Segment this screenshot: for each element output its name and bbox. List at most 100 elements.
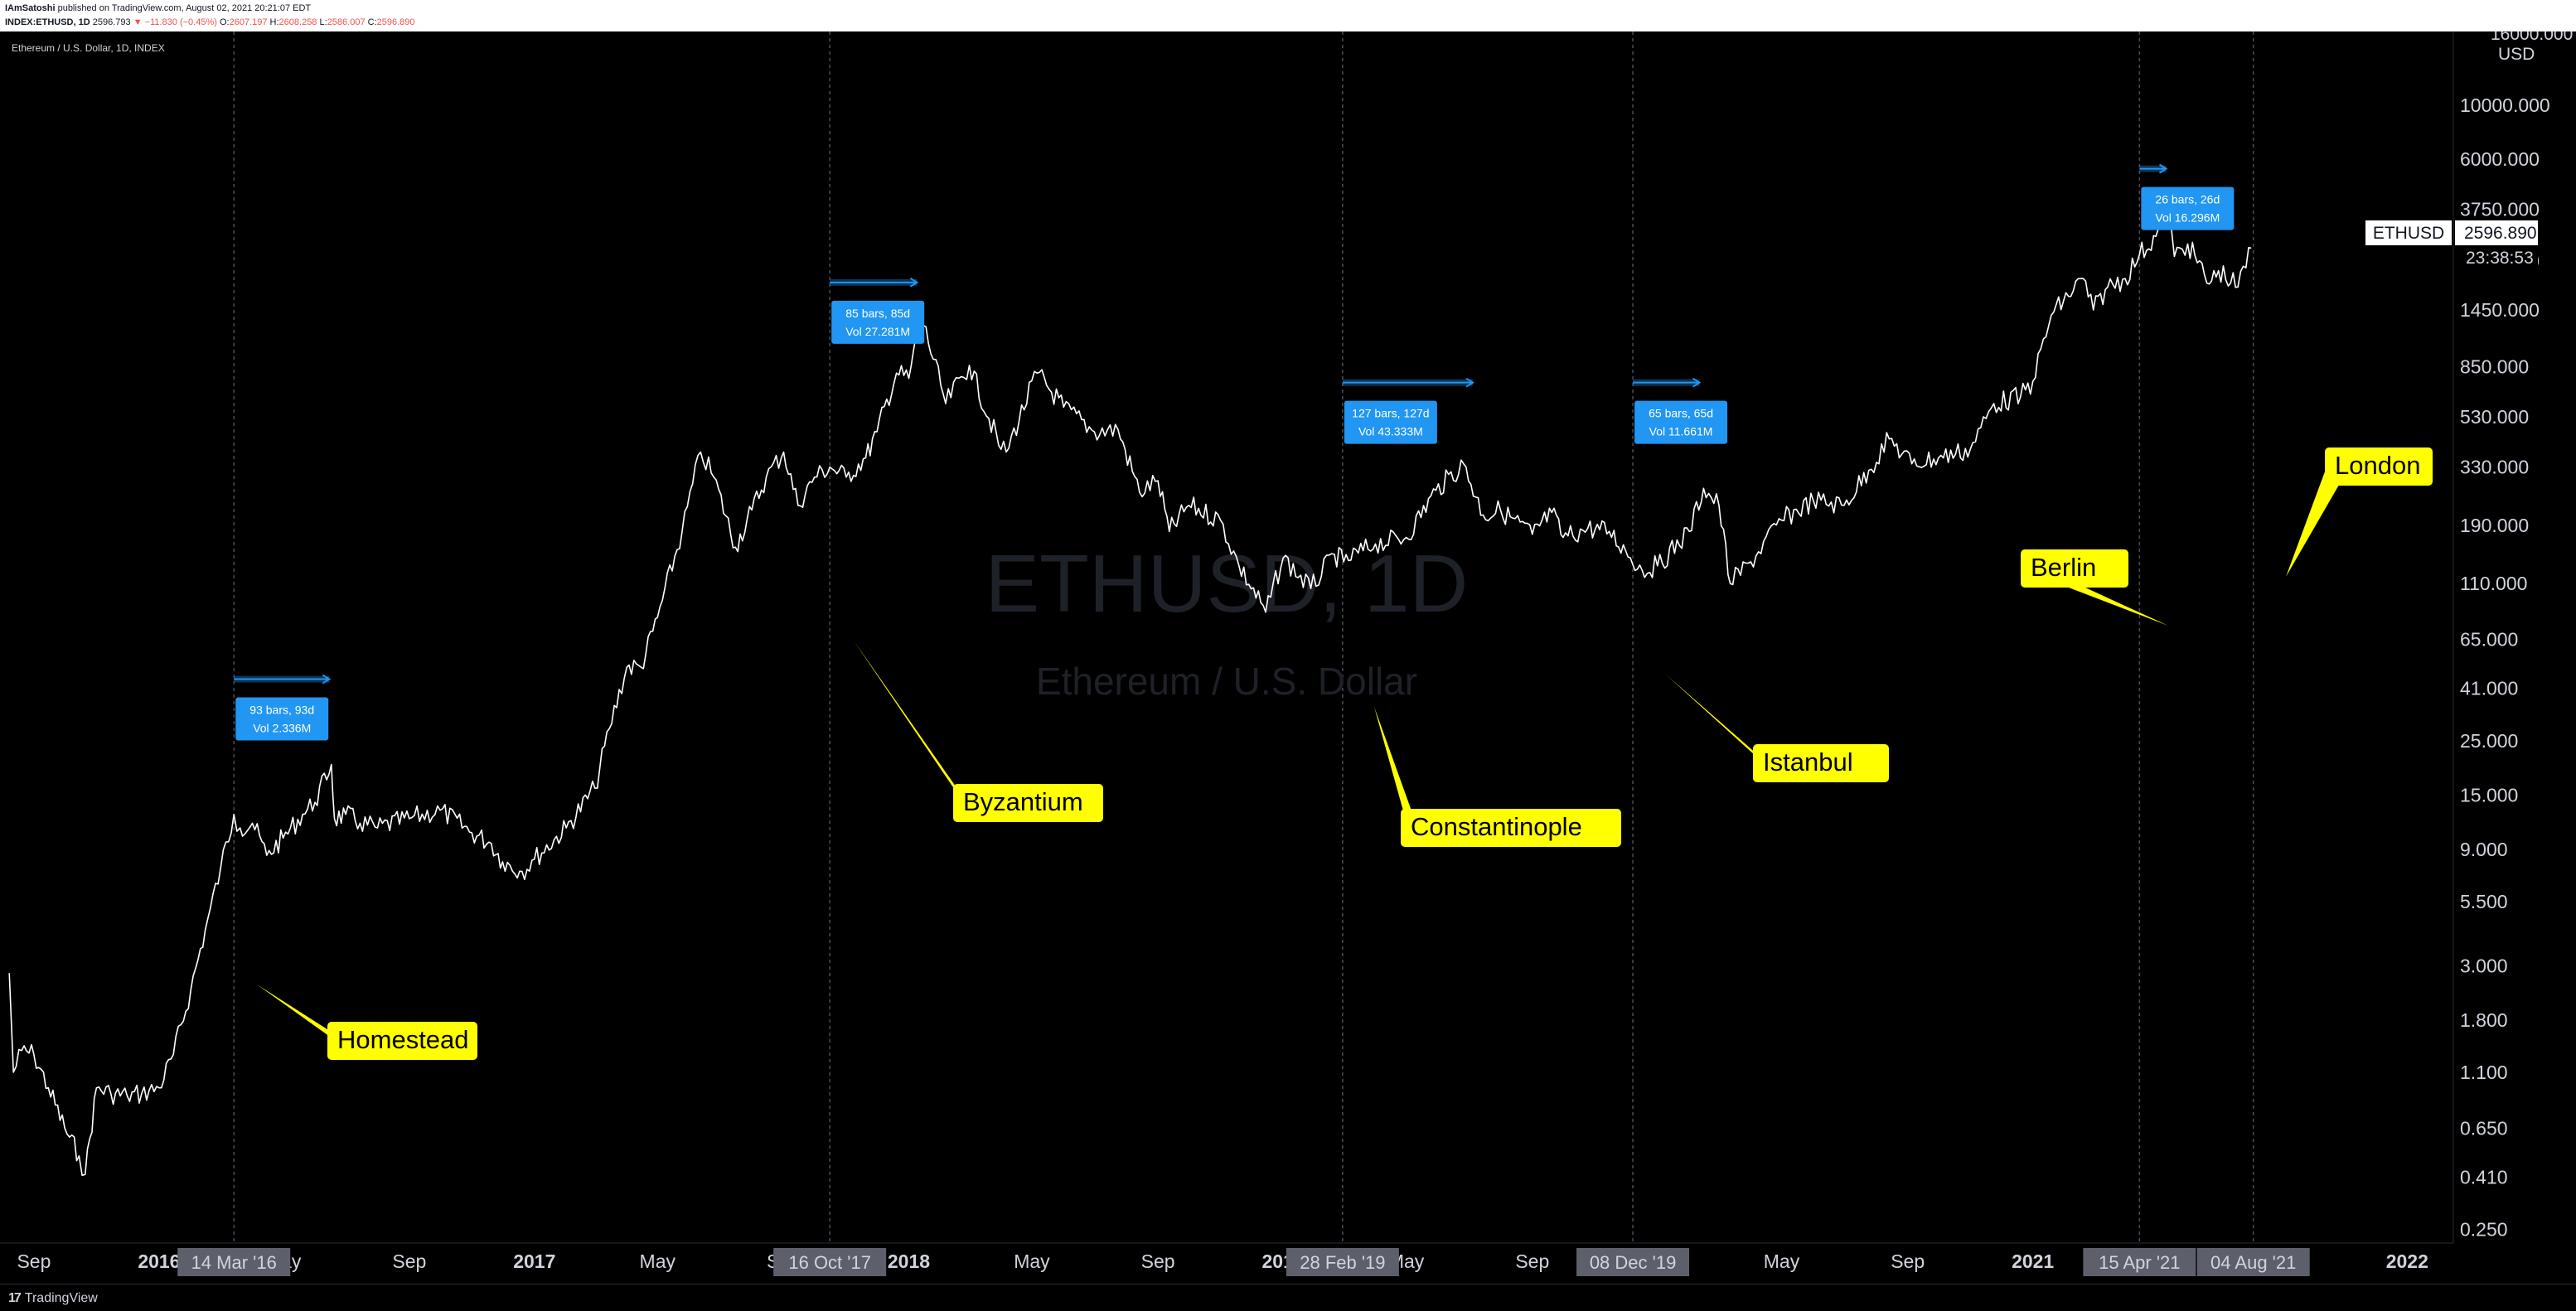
watermark-symbol: ETHUSD, 1D xyxy=(985,538,1469,629)
y-tick-label: 530.000 xyxy=(2460,406,2529,428)
measure-arrowhead-icon xyxy=(1465,377,1474,388)
x-tick-label: May xyxy=(1764,1251,1800,1272)
callout-box xyxy=(953,784,1103,822)
callout-label: Istanbul xyxy=(1763,747,1853,776)
measure-bars-label: 93 bars, 93d xyxy=(249,704,314,717)
price-chart[interactable]: ETHUSD, 1D Ethereum / U.S. Dollar Ethere… xyxy=(0,31,2576,1284)
watermark: ETHUSD, 1D Ethereum / U.S. Dollar xyxy=(985,538,1469,703)
fork-date-box xyxy=(773,1248,887,1276)
publish-info: IAmSatoshi published on TradingView.com,… xyxy=(5,3,311,13)
callout-pointer xyxy=(1374,707,1421,836)
measure-volume-label: Vol 11.661M xyxy=(1649,425,1713,438)
callout[interactable]: Berlin xyxy=(2021,549,2168,626)
y-tick-label: 1450.000 xyxy=(2460,299,2540,321)
callout-pointer xyxy=(2286,458,2345,577)
y-axis-unit: USD xyxy=(2498,45,2535,64)
measure-box xyxy=(1634,400,1728,444)
fork-date-label: 04 Aug '21 xyxy=(2196,1248,2310,1276)
callout[interactable]: London xyxy=(2286,447,2433,577)
fork-date-label: 14 Mar '16 xyxy=(177,1248,291,1276)
x-tick-label: 2021 xyxy=(2012,1251,2054,1272)
x-tick-label: Sep xyxy=(17,1251,51,1272)
fork-date-label: 15 Apr '21 xyxy=(2083,1248,2196,1276)
callout-pointer xyxy=(257,984,347,1049)
fork-date-text: 04 Aug '21 xyxy=(2210,1252,2296,1273)
measure-volume-label: Vol 2.336M xyxy=(253,722,311,735)
x-axis[interactable]: Sep2016MaySep2017MaySep2018MaySep2019May… xyxy=(0,1242,2453,1276)
fork-date-box xyxy=(2196,1248,2310,1276)
measure-tools[interactable]: 93 bars, 93d Vol 2.336M 85 bars, 85d Vol 27… xyxy=(234,163,2235,741)
callout-label: Byzantium xyxy=(963,787,1083,816)
callout[interactable]: Byzantium xyxy=(854,641,1103,822)
open-value: 2607.197 xyxy=(229,17,268,27)
price-change: −11.830 (−0.45%) xyxy=(144,17,217,27)
measure-arrowhead-icon xyxy=(322,674,332,685)
measure-tool[interactable]: 65 bars, 65d Vol 11.661M xyxy=(1633,377,1728,444)
y-tick-label: 41.000 xyxy=(2460,678,2518,699)
measure-bars-label: 26 bars, 26d xyxy=(2155,193,2220,206)
callout-box xyxy=(327,1022,477,1060)
x-tick-label: Sep xyxy=(392,1251,426,1272)
callout[interactable]: Constantinople xyxy=(1374,707,1621,847)
x-tick-label: 2018 xyxy=(888,1251,930,1272)
low-label: L: xyxy=(319,17,327,27)
close-label: C: xyxy=(367,17,377,27)
callout[interactable]: Istanbul xyxy=(1666,675,1889,782)
fork-date-box xyxy=(1576,1248,1690,1276)
measure-tool[interactable]: 127 bars, 127d Vol 43.333M xyxy=(1342,377,1474,444)
y-tick-label: 3.000 xyxy=(2460,955,2508,976)
x-tick-label: Sep xyxy=(1891,1251,1925,1272)
measure-tool[interactable]: 85 bars, 85d Vol 27.281M xyxy=(830,277,925,344)
price-label-value: 2596.890 xyxy=(2464,224,2537,243)
last-price: 2596.793 xyxy=(92,17,131,27)
measure-tool[interactable]: 26 bars, 26d Vol 16.296M xyxy=(2139,163,2235,230)
measure-bars-label: 65 bars, 65d xyxy=(1649,407,1713,420)
y-tick-label: 110.000 xyxy=(2460,573,2527,594)
chart-title: Ethereum / U.S. Dollar, 1D, INDEX xyxy=(12,42,165,54)
fork-date-text: 08 Dec '19 xyxy=(1590,1252,1677,1273)
y-tick-label: 0.410 xyxy=(2460,1166,2508,1188)
price-label-symbol: ETHUSD xyxy=(2373,224,2444,243)
ohlc-info: INDEX:ETHUSD, 1D 2596.793 ▼ −11.830 (−0.… xyxy=(5,17,415,27)
x-tick-label: 2017 xyxy=(513,1251,555,1272)
measure-arrowhead-icon xyxy=(2158,163,2168,174)
x-tick-label: 2016 xyxy=(138,1251,180,1272)
y-tick-label: 1.100 xyxy=(2460,1062,2508,1083)
callout-box xyxy=(1753,744,1889,782)
y-tick-label: 15.000 xyxy=(2460,784,2518,805)
y-axis-top-label: 16000.000 xyxy=(2491,31,2573,44)
tradingview-logo-icon: 17 xyxy=(8,1291,22,1305)
low-value: 2586.007 xyxy=(327,17,366,27)
measure-arrowhead-icon xyxy=(1692,377,1702,388)
x-tick-label: May xyxy=(640,1251,676,1272)
author-name[interactable]: IAmSatoshi xyxy=(5,3,56,13)
x-tick-label: Sep xyxy=(1141,1251,1175,1272)
callout[interactable]: Homestead xyxy=(257,984,477,1060)
callout-label: Berlin xyxy=(2031,553,2096,582)
x-tick-label: 2022 xyxy=(2386,1251,2428,1272)
footer: 17 TradingView xyxy=(0,1284,2576,1311)
measure-bars-label: 127 bars, 127d xyxy=(1352,407,1429,420)
y-tick-label: 5.500 xyxy=(2460,891,2508,912)
measure-volume-label: Vol 27.281M xyxy=(845,325,910,338)
y-tick-label: 3750.000 xyxy=(2460,198,2540,220)
callout-label: Homestead xyxy=(337,1025,469,1054)
series-line xyxy=(8,197,2252,1177)
watermark-name: Ethereum / U.S. Dollar xyxy=(1036,660,1417,703)
measure-tool[interactable]: 93 bars, 93d Vol 2.336M xyxy=(234,674,332,741)
y-tick-label: 190.000 xyxy=(2460,515,2529,536)
measure-box xyxy=(235,697,329,741)
y-tick-label: 850.000 xyxy=(2460,356,2529,377)
high-value: 2608.258 xyxy=(278,17,317,27)
publish-date: published on TradingView.com, August 02,… xyxy=(57,3,312,13)
y-tick-label: 9.000 xyxy=(2460,839,2508,860)
open-label: O: xyxy=(219,17,230,27)
fork-date-text: 15 Apr '21 xyxy=(2099,1252,2180,1273)
callout-pointer xyxy=(854,641,973,811)
fork-date-text: 14 Mar '16 xyxy=(191,1252,277,1273)
fork-callouts[interactable]: Homestead Byzantium Constantinople Istanbul… xyxy=(257,447,2433,1060)
measure-bars-label: 85 bars, 85d xyxy=(845,307,910,320)
tradingview-brand[interactable]: 17 TradingView xyxy=(8,1291,98,1306)
y-tick-label: 0.650 xyxy=(2460,1117,2508,1139)
y-tick-label: 25.000 xyxy=(2460,730,2518,752)
